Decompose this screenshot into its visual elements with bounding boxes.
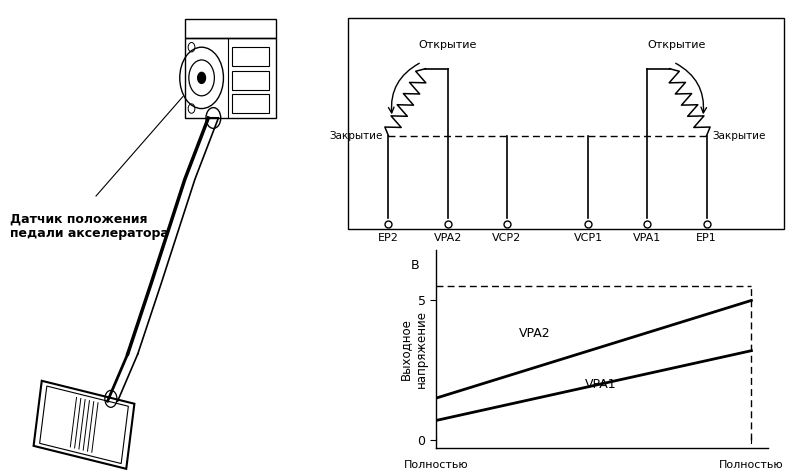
Text: Полностью
нажата: Полностью нажата	[719, 460, 784, 472]
Circle shape	[198, 72, 206, 84]
Y-axis label: Выходное
напряжение: Выходное напряжение	[399, 310, 427, 388]
Text: Открытие: Открытие	[418, 40, 476, 51]
Text: VPA2: VPA2	[519, 328, 550, 340]
Text: Полностью
отпущена: Полностью отпущена	[404, 460, 468, 472]
Text: В: В	[410, 259, 419, 271]
Text: VCP1: VCP1	[574, 233, 602, 243]
Text: VPA1: VPA1	[634, 233, 662, 243]
Text: EP2: EP2	[378, 233, 399, 243]
Text: Закрытие: Закрытие	[712, 131, 766, 141]
Text: VCP2: VCP2	[492, 233, 522, 243]
Text: Открытие: Открытие	[647, 40, 706, 51]
Text: Датчик положения
педали акселератора: Датчик положения педали акселератора	[10, 212, 169, 240]
Text: VPA2: VPA2	[434, 233, 462, 243]
Text: VPA1: VPA1	[586, 378, 617, 391]
Text: Закрытие: Закрытие	[330, 131, 383, 141]
Text: EP1: EP1	[696, 233, 717, 243]
